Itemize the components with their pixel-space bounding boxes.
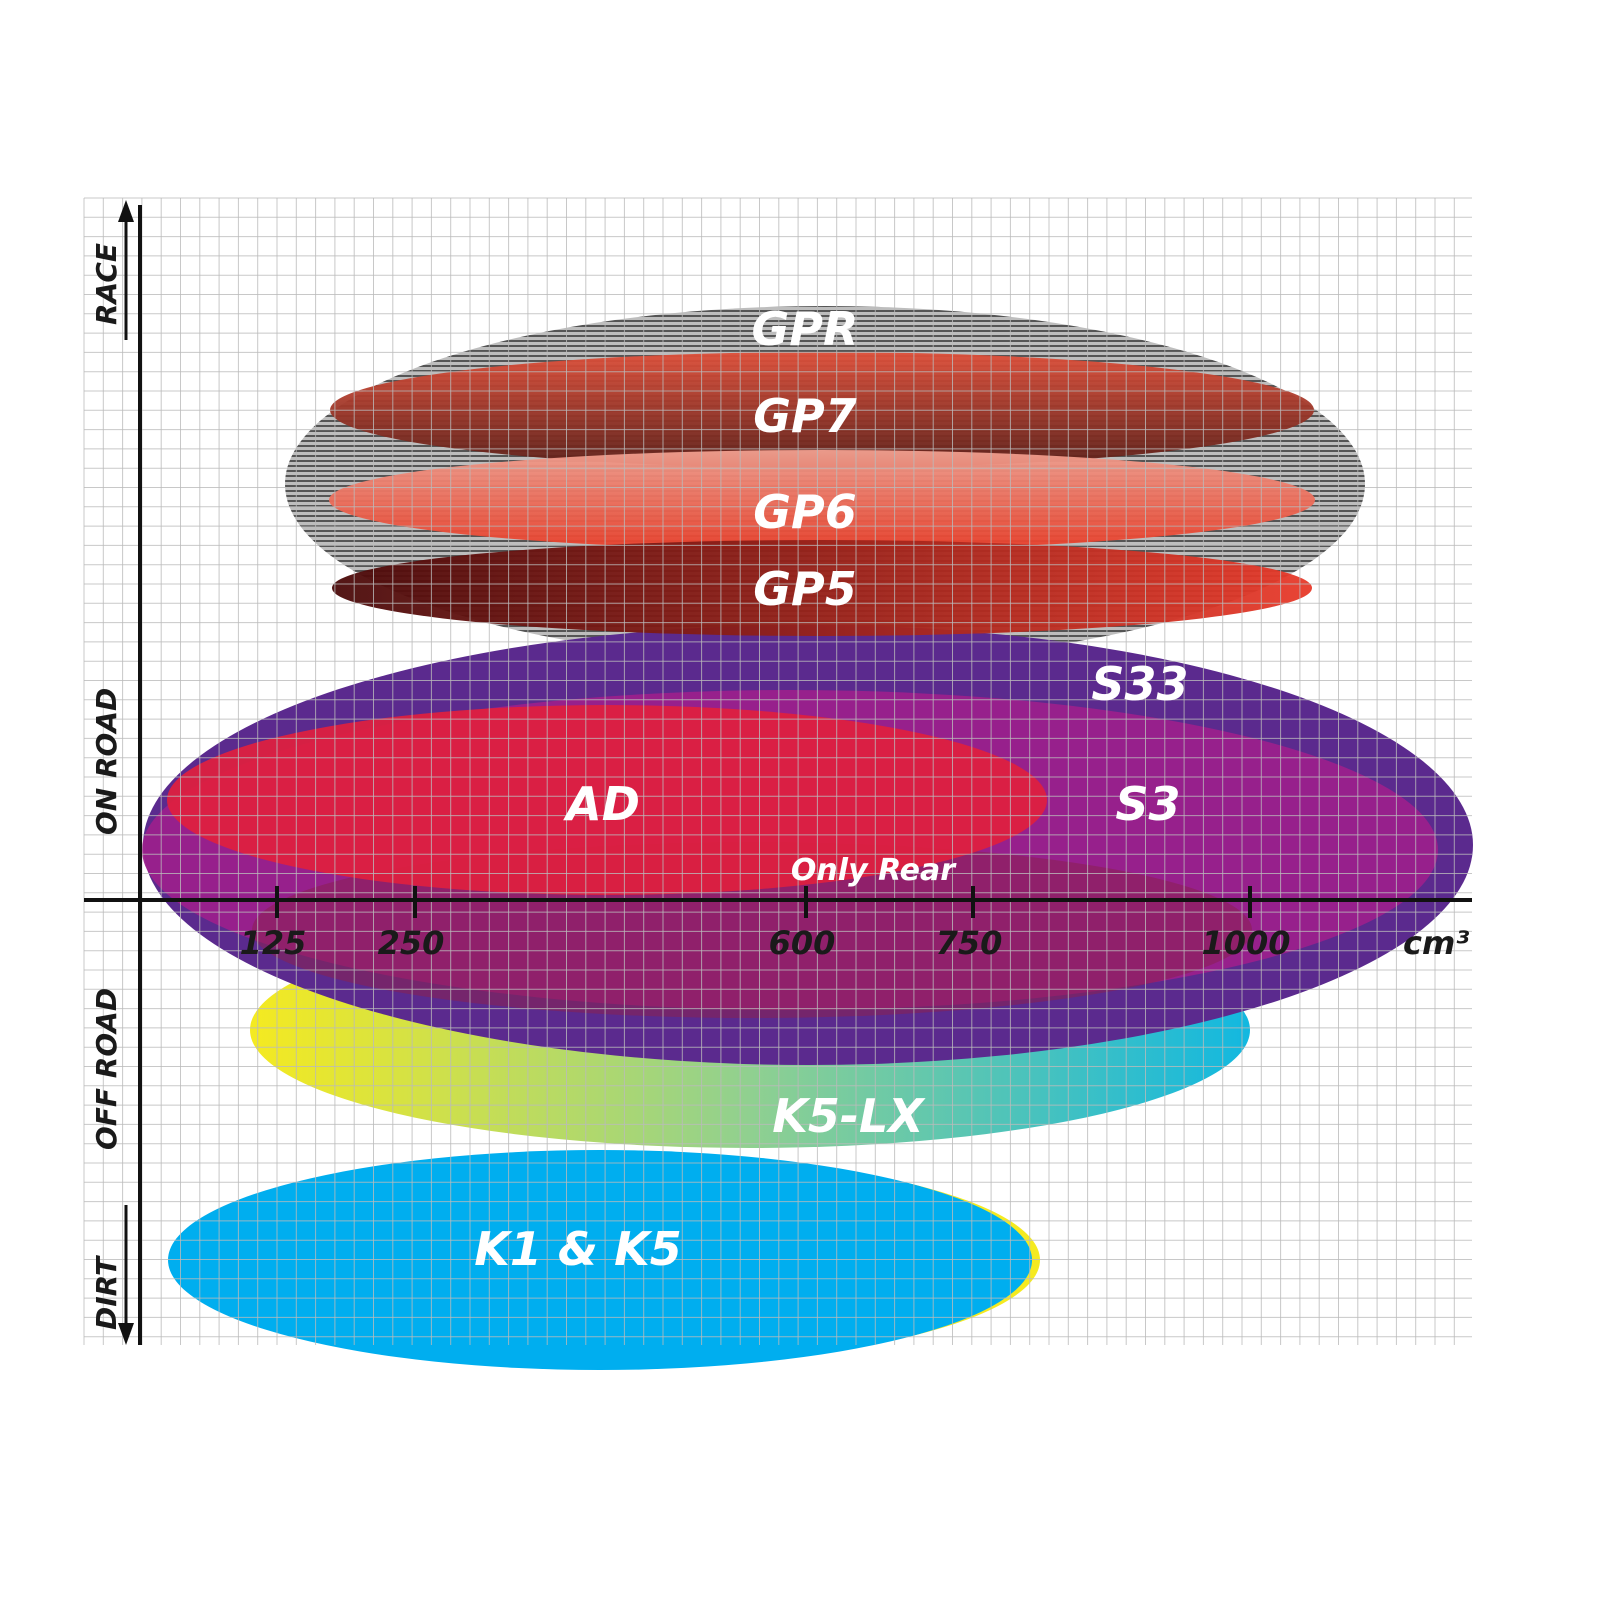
label-k1-k5: K1 & K5 bbox=[474, 1222, 681, 1276]
label-gp6: GP6 bbox=[753, 485, 856, 539]
y-label-on-road: ON ROAD bbox=[90, 688, 123, 835]
label-ad: AD bbox=[563, 777, 640, 831]
x-unit-label: cm³ bbox=[1403, 924, 1469, 962]
y-label-off-road: OFF ROAD bbox=[90, 988, 123, 1150]
x-tick-label: 125 bbox=[240, 924, 307, 962]
label-gp7: GP7 bbox=[753, 389, 856, 443]
x-tick-label: 750 bbox=[936, 924, 1003, 962]
axes: RACE ON ROAD OFF ROAD DIRT 125 250 600 750 1… bbox=[84, 200, 1472, 1345]
x-tick-label: 250 bbox=[378, 924, 445, 962]
label-s3: S3 bbox=[1115, 777, 1180, 831]
label-only-rear: Only Rear bbox=[791, 853, 957, 888]
y-label-dirt: DIRT bbox=[90, 1255, 123, 1330]
x-tick-label: 600 bbox=[769, 924, 836, 962]
label-gp5: GP5 bbox=[753, 562, 856, 616]
grid bbox=[83, 197, 1472, 1345]
x-tick-label: 1000 bbox=[1201, 924, 1290, 962]
label-s33: S33 bbox=[1091, 657, 1188, 711]
dirt-arrow-icon bbox=[118, 1205, 134, 1345]
label-gpr: GPR bbox=[752, 302, 859, 356]
y-label-race: RACE bbox=[90, 243, 123, 325]
ellipse-ad bbox=[167, 705, 1047, 895]
race-arrow-icon bbox=[118, 200, 134, 340]
product-ellipses bbox=[142, 306, 1473, 1370]
label-k5-lx: K5-LX bbox=[772, 1089, 926, 1143]
product-labels: GPR GP7 GP6 GP5 S33 S3 AD Only Rear K5-LX K1 & K5 bbox=[474, 302, 1188, 1276]
ellipse-gp5 bbox=[332, 540, 1312, 636]
